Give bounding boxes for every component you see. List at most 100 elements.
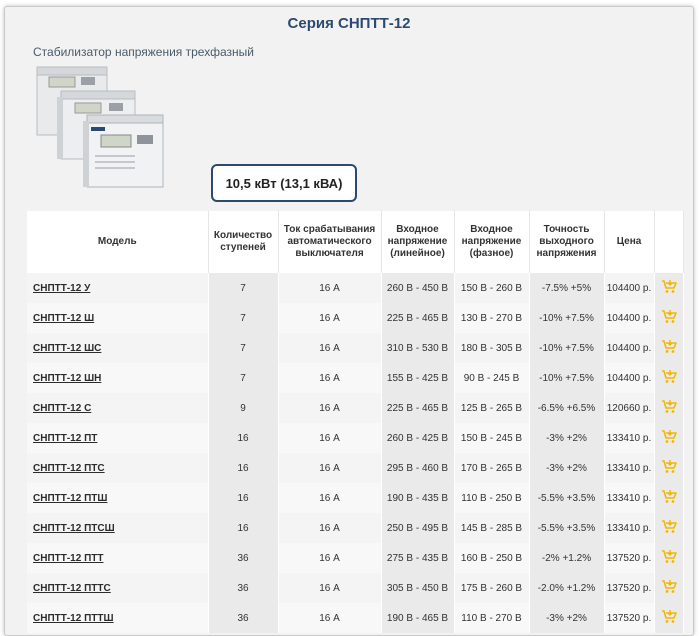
input-phase-cell: 145 В - 285 В (454, 513, 530, 543)
shopping-cart-icon[interactable] (661, 309, 677, 325)
shopping-cart-icon[interactable] (661, 609, 677, 625)
shopping-cart-icon[interactable] (661, 429, 677, 445)
current-cell: 16 А (278, 453, 382, 483)
cart-cell (654, 573, 684, 603)
cart-cell (654, 393, 684, 423)
shopping-cart-icon[interactable] (661, 339, 677, 355)
price-cell: 104400 р. (604, 363, 655, 393)
shopping-cart-icon[interactable] (661, 519, 677, 535)
current-cell: 16 А (278, 513, 382, 543)
steps-cell: 9 (208, 393, 279, 423)
input-phase-cell: 160 В - 250 В (454, 543, 530, 573)
steps-cell: 36 (208, 573, 279, 603)
input-phase-cell: 110 В - 250 В (454, 483, 530, 513)
cart-cell (654, 273, 684, 303)
shopping-cart-icon[interactable] (661, 279, 677, 295)
model-link[interactable]: СНПТТ-12 ПТТШ (33, 612, 114, 624)
model-cell: СНПТТ-12 ШС (27, 333, 209, 363)
table-row: СНПТТ-12 ПТСШ 16 16 А 250 В - 495 В 145 В - … (27, 513, 684, 543)
model-cell: СНПТТ-12 ПТТШ (27, 603, 209, 633)
model-link[interactable]: СНПТТ-12 У (33, 282, 91, 294)
column-header-input-phase: Входное напряжение (фазное) (454, 211, 530, 273)
price-cell: 104400 р. (604, 333, 655, 363)
table-row: СНПТТ-12 ПТ 16 16 А 260 В - 425 В 150 В - 24… (27, 423, 684, 453)
model-link[interactable]: СНПТТ-12 ПТШ (33, 492, 108, 504)
model-link[interactable]: СНПТТ-12 ПТТ (33, 552, 104, 564)
shopping-cart-icon[interactable] (661, 549, 677, 565)
model-cell: СНПТТ-12 ПТТ (27, 543, 209, 573)
cart-cell (654, 303, 684, 333)
model-link[interactable]: СНПТТ-12 ПТ (33, 432, 98, 444)
model-link[interactable]: СНПТТ-12 С (33, 402, 92, 414)
input-phase-cell: 90 В - 245 В (454, 363, 530, 393)
price-cell: 120660 р. (604, 393, 655, 423)
price-cell: 137520 р. (604, 543, 655, 573)
table-row: СНПТТ-12 С 9 16 А 225 В - 465 В 125 В - 265 … (27, 393, 684, 423)
table-header-row: Модель Количество ступеней Ток срабатыва… (27, 211, 684, 273)
model-link[interactable]: СНПТТ-12 ШС (33, 342, 102, 354)
accuracy-cell: -10% +7.5% (529, 303, 605, 333)
accuracy-cell: -3% +2% (529, 603, 605, 633)
price-cell: 133410 р. (604, 513, 655, 543)
shopping-cart-icon[interactable] (661, 459, 677, 475)
input-phase-cell: 150 В - 245 В (454, 423, 530, 453)
input-line-cell: 190 В - 435 В (381, 483, 455, 513)
model-link[interactable]: СНПТТ-12 Ш (33, 312, 95, 324)
table-row: СНПТТ-12 ПТШ 16 16 А 190 В - 435 В 110 В - 2… (27, 483, 684, 513)
model-cell: СНПТТ-12 ПТТС (27, 573, 209, 603)
input-line-cell: 260 В - 425 В (381, 423, 455, 453)
accuracy-cell: -5.5% +3.5% (529, 513, 605, 543)
input-line-cell: 275 В - 435 В (381, 543, 455, 573)
input-line-cell: 305 В - 450 В (381, 573, 455, 603)
cart-cell (654, 543, 684, 573)
input-line-cell: 260 В - 450 В (381, 273, 455, 303)
cart-cell (654, 453, 684, 483)
steps-cell: 7 (208, 333, 279, 363)
product-subtitle: Стабилизатор напряжения трехфазный (33, 45, 254, 59)
power-rating: 10,5 кВт (13,1 кВА) (211, 164, 357, 202)
shopping-cart-icon[interactable] (661, 579, 677, 595)
model-cell: СНПТТ-12 ПТС (27, 453, 209, 483)
column-header-current: Ток срабатывания автоматического выключа… (278, 211, 382, 273)
shopping-cart-icon[interactable] (661, 489, 677, 505)
steps-cell: 36 (208, 543, 279, 573)
cart-cell (654, 513, 684, 543)
model-cell: СНПТТ-12 У (27, 273, 209, 303)
steps-cell: 7 (208, 363, 279, 393)
input-line-cell: 190 В - 465 В (381, 603, 455, 633)
price-cell: 133410 р. (604, 483, 655, 513)
current-cell: 16 А (278, 273, 382, 303)
table-row: СНПТТ-12 Ш 7 16 А 225 В - 465 В 130 В - 270 … (27, 303, 684, 333)
model-link[interactable]: СНПТТ-12 ШН (33, 372, 102, 384)
input-line-cell: 295 В - 460 В (381, 453, 455, 483)
table-row: СНПТТ-12 У 7 16 А 260 В - 450 В 150 В - 260 … (27, 273, 684, 303)
current-cell: 16 А (278, 483, 382, 513)
table-row: СНПТТ-12 ПТТС 36 16 А 305 В - 450 В 175 В - … (27, 573, 684, 603)
column-header-input-line: Входное напряжение (линейное) (381, 211, 455, 273)
input-phase-cell: 110 В - 270 В (454, 603, 530, 633)
steps-cell: 36 (208, 603, 279, 633)
model-link[interactable]: СНПТТ-12 ПТС (33, 462, 105, 474)
steps-cell: 7 (208, 303, 279, 333)
input-line-cell: 225 В - 465 В (381, 303, 455, 333)
cart-cell (654, 423, 684, 453)
model-link[interactable]: СНПТТ-12 ПТТС (33, 582, 111, 594)
shopping-cart-icon[interactable] (661, 399, 677, 415)
model-link[interactable]: СНПТТ-12 ПТСШ (33, 522, 115, 534)
table-row: СНПТТ-12 ПТТ 36 16 А 275 В - 435 В 160 В - 2… (27, 543, 684, 573)
shopping-cart-icon[interactable] (661, 369, 677, 385)
current-cell: 16 А (278, 423, 382, 453)
price-cell: 104400 р. (604, 273, 655, 303)
table-row: СНПТТ-12 ПТС 16 16 А 295 В - 460 В 170 В - 2… (27, 453, 684, 483)
steps-cell: 16 (208, 483, 279, 513)
column-header-accuracy: Точность выходного напряжения (529, 211, 605, 273)
input-phase-cell: 180 В - 305 В (454, 333, 530, 363)
input-phase-cell: 175 В - 260 В (454, 573, 530, 603)
input-line-cell: 155 В - 425 В (381, 363, 455, 393)
current-cell: 16 А (278, 393, 382, 423)
price-cell: 137520 р. (604, 603, 655, 633)
cart-cell (654, 483, 684, 513)
steps-cell: 16 (208, 453, 279, 483)
model-cell: СНПТТ-12 ПТШ (27, 483, 209, 513)
models-table: Модель Количество ступеней Ток срабатыва… (27, 211, 684, 633)
